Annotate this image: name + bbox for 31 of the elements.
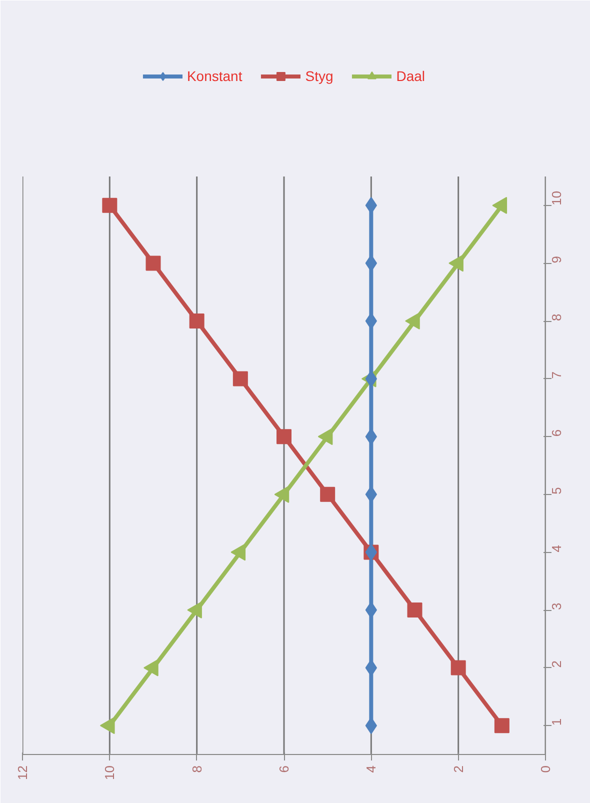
x-tick-label: 6 (276, 765, 292, 773)
x-tick-label: 8 (189, 765, 204, 773)
y-tick-label: 6 (549, 429, 564, 437)
x-tick-label: 0 (538, 765, 553, 773)
y-tick-label: 2 (549, 660, 564, 668)
point (320, 486, 336, 502)
point (189, 314, 204, 328)
point (494, 718, 510, 734)
y-tick-label: 10 (549, 190, 564, 206)
legend-label: Daal (396, 68, 426, 84)
y-tick-label: 4 (549, 544, 564, 552)
x-tick-label: 12 (15, 765, 30, 780)
y-tick-label: 7 (549, 372, 564, 379)
point (365, 312, 377, 330)
legend-label: Styg (305, 68, 334, 84)
y-tick-label: 8 (549, 314, 564, 321)
point (276, 429, 292, 444)
y-tick-label: 3 (549, 602, 564, 610)
point (146, 256, 161, 271)
y-tick-label: 5 (549, 487, 564, 494)
point (407, 602, 422, 618)
legend-label: Konstant (186, 68, 242, 84)
x-tick-label: 2 (450, 765, 466, 773)
point (450, 660, 466, 676)
x-tick-label: 4 (364, 765, 379, 773)
point (365, 602, 377, 618)
y-tick-label: 1 (549, 718, 564, 726)
y-tick-label: 9 (549, 256, 564, 264)
x-tick-label: 10 (102, 765, 118, 780)
point (232, 371, 248, 386)
point (102, 198, 118, 213)
